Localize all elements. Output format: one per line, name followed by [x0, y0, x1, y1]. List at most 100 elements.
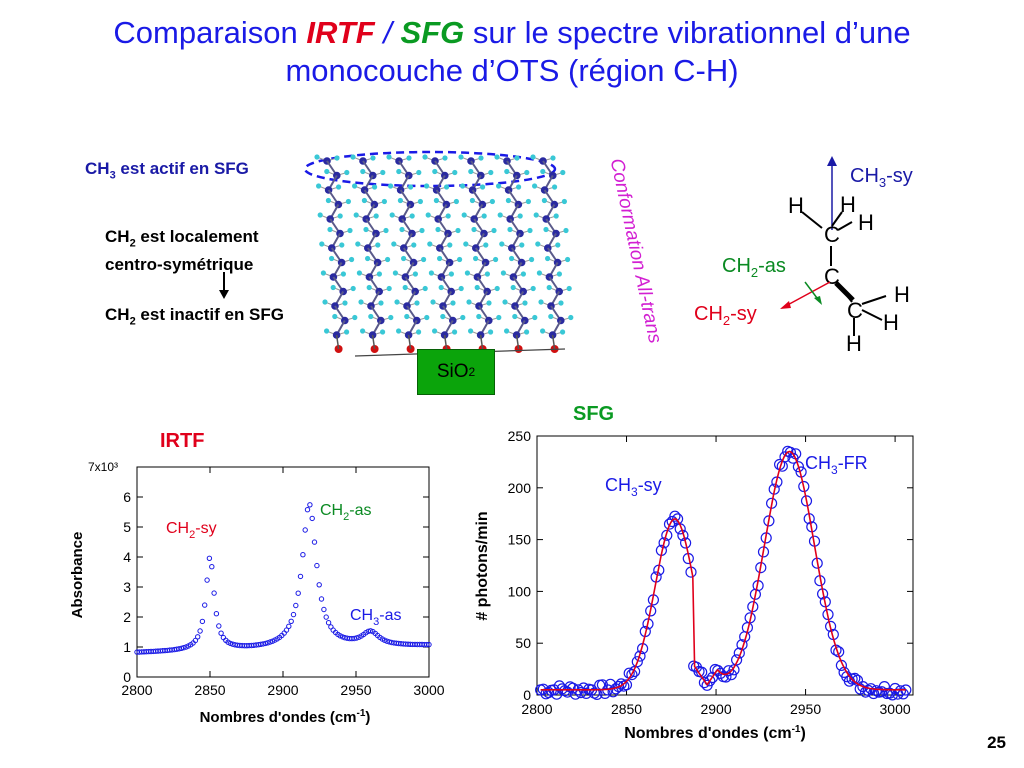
data-point	[265, 640, 271, 646]
y-multiplier: 7x10³	[88, 460, 118, 474]
data-point	[290, 611, 297, 618]
data-point	[297, 573, 304, 580]
x-axis-label: Nombres d'ondes (cm-1)	[200, 708, 371, 726]
y-tick-label: 200	[508, 480, 532, 496]
atom-h: H	[894, 282, 910, 307]
data-point	[615, 678, 627, 690]
y-tick-label: 2	[123, 609, 131, 625]
data-point	[424, 641, 430, 648]
x-tick-label: 2950	[790, 701, 821, 717]
data-point	[351, 635, 357, 642]
data-point	[784, 446, 796, 458]
data-point	[792, 461, 804, 473]
data-point	[798, 480, 810, 493]
x-tick-label: 2850	[194, 682, 225, 698]
data-point	[209, 564, 215, 570]
data-point	[227, 640, 234, 647]
data-point	[680, 537, 692, 549]
annotation-ch2-as: CH2-as	[320, 502, 371, 523]
data-point	[202, 602, 208, 608]
data-point	[663, 518, 676, 530]
data-point	[181, 645, 187, 651]
x-tick-label: 3000	[413, 682, 444, 698]
data-point	[577, 682, 590, 694]
data-point	[325, 620, 332, 626]
x-axis-label: Nombres d'ondes (cm-1)	[624, 724, 806, 742]
x-tick-label: 2950	[340, 682, 371, 698]
atom-h: H	[883, 310, 899, 335]
y-tick-label: 3	[123, 579, 131, 595]
data-point	[213, 611, 220, 617]
data-point	[626, 669, 638, 681]
plot-frame	[536, 435, 914, 696]
chart-title: SFG	[573, 403, 614, 425]
data-point	[669, 510, 681, 522]
data-point	[634, 650, 646, 662]
atom-h: H	[846, 331, 862, 356]
fit-curve	[540, 450, 906, 691]
data-point	[672, 513, 684, 525]
data-point	[262, 640, 269, 647]
data-point	[720, 671, 732, 683]
data-point	[318, 596, 325, 602]
annotation-ch3-sy: CH3-sy	[605, 475, 662, 499]
data-point	[211, 590, 217, 596]
y-tick-label: 0	[523, 687, 531, 703]
data-point	[293, 602, 299, 609]
x-tick-label: 3000	[880, 701, 911, 717]
y-tick-label: 5	[123, 519, 131, 535]
annotation-ch3-fr: CH3-FR	[805, 453, 868, 477]
title-line-1: Comparaison IRTF / SFG sur le spectre vi…	[0, 14, 1024, 52]
data-point	[206, 555, 213, 562]
title-line-2: monocouche d’OTS (région C-H)	[285, 53, 739, 88]
data-point	[599, 687, 611, 699]
atom-h: H	[858, 210, 874, 235]
data-point	[854, 683, 866, 695]
y-tick-label: 250	[508, 428, 532, 444]
molecule-diagram: CH3-sy H H H C C C H H H CH2-as CH2-sy	[694, 156, 913, 356]
plot-frame	[136, 466, 430, 678]
atom-c: C	[824, 222, 840, 247]
title-text-end: sur le spectre vibrationnel d’une	[464, 15, 911, 50]
data-point	[283, 627, 290, 633]
data-point	[192, 637, 199, 644]
data-point	[286, 623, 292, 630]
data-point	[612, 680, 625, 693]
title-sfg: SFG	[400, 15, 465, 50]
alkyl-chain	[422, 154, 466, 353]
alkyl-chain	[458, 154, 502, 353]
annotation-ch2-sy: CH2-sy	[166, 520, 217, 541]
data-point	[218, 630, 224, 636]
y-tick-label: 4	[123, 549, 131, 565]
ch2-sy-label: CH2-sy	[694, 303, 757, 328]
data-point	[302, 527, 308, 533]
ch3-sy-label: CH3-sy	[850, 165, 913, 190]
data-point	[195, 634, 201, 640]
data-point	[178, 645, 185, 652]
data-point	[288, 618, 294, 625]
data-point	[197, 628, 203, 634]
atom-c: C	[824, 264, 840, 289]
ch2-sy-arrow	[781, 281, 831, 309]
y-tick-label: 150	[508, 532, 532, 548]
data-point	[321, 606, 327, 613]
ch2-local-note: CH2 est localement centro-symétrique	[105, 227, 259, 275]
data-point	[849, 672, 861, 684]
data-point	[304, 507, 311, 513]
alkyl-chain	[530, 154, 574, 353]
x-tick-label: 2850	[611, 701, 642, 717]
data-point	[889, 682, 901, 695]
atom-h: H	[840, 192, 856, 217]
data-point	[631, 656, 643, 668]
ch2-as-label: CH2-as	[722, 255, 786, 280]
data-point	[894, 685, 907, 697]
data-point	[542, 686, 555, 699]
data-point	[666, 515, 678, 528]
data-point	[426, 641, 432, 648]
irtf-chart: IRTF 7x10³ 2800 2850 2900 2950 3000 0 1 2 3 4 5 6 A…	[69, 430, 445, 726]
data-point	[384, 638, 390, 644]
data-point	[825, 620, 837, 632]
down-arrow-icon	[219, 272, 229, 299]
data-point	[176, 646, 182, 652]
title-irtf: IRTF	[306, 15, 375, 50]
